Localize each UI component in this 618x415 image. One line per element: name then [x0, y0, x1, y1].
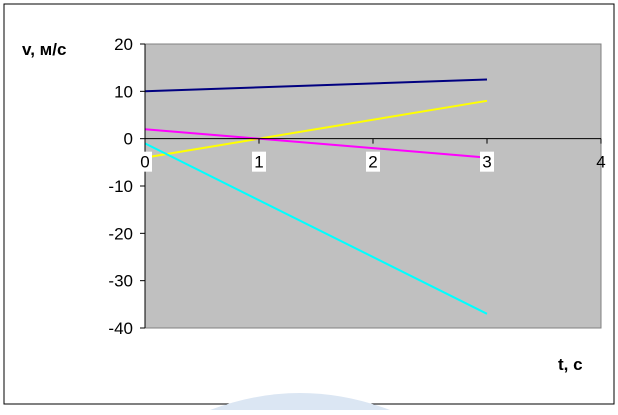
x-tick-label-bg [366, 151, 380, 172]
y-tick-label: -20 [108, 224, 133, 243]
x-tick-label: 2 [368, 153, 377, 172]
series-layer [144, 78, 488, 315]
y-tick-label: 0 [124, 130, 133, 149]
x-tick-label-bg [252, 151, 266, 172]
y-axis-label: v, м/с [22, 40, 66, 59]
y-tick-label: -10 [108, 177, 133, 196]
tick-layer: 20 10 0 -10 -20 -30 -40 0 1 2 3 4 [108, 35, 605, 338]
x-tick-label: 1 [254, 153, 263, 172]
watermark-shape [210, 393, 390, 410]
plot-area [144, 43, 602, 329]
y-tick-label: 20 [114, 35, 133, 54]
series-line-4 [144, 142, 488, 315]
series-line-2 [144, 99, 488, 159]
x-tick-label: 4 [596, 153, 605, 172]
series-line-3 [144, 128, 488, 159]
x-tick-label: 0 [140, 153, 149, 172]
series-line-1 [144, 78, 488, 93]
x-tick-label-bg [480, 151, 494, 172]
y-tick-label: 10 [114, 82, 133, 101]
x-axis-label: t, с [558, 355, 583, 374]
y-tick-label: -40 [108, 319, 133, 338]
x-tick-label-bg [138, 151, 152, 172]
y-tick-label: -30 [108, 272, 133, 291]
x-tick-label: 3 [482, 153, 491, 172]
